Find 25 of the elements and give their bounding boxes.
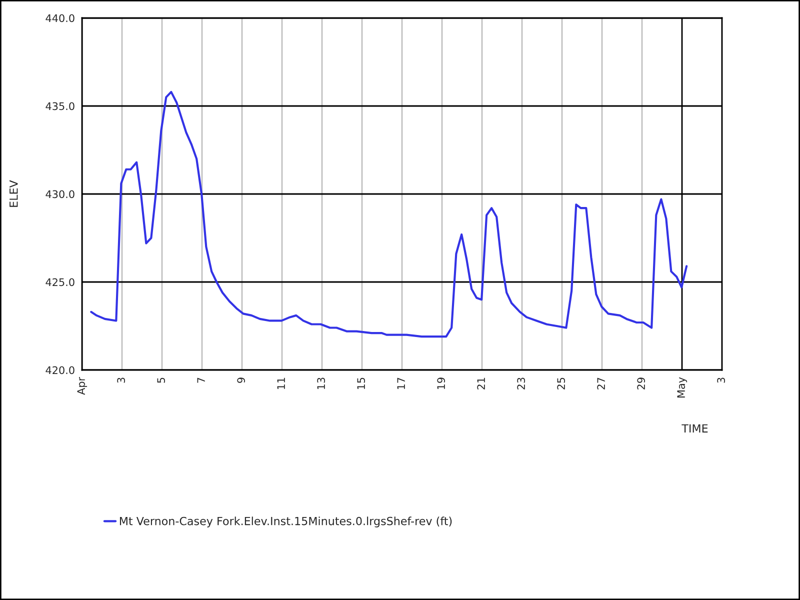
x-tick-label: 15 xyxy=(357,378,366,390)
x-tick-label: 3 xyxy=(117,378,126,383)
x-tick-label: 19 xyxy=(437,378,446,390)
x-tick-label: 11 xyxy=(277,378,285,390)
x-tick-label: May xyxy=(677,377,688,398)
x-tick-label: 9 xyxy=(237,378,246,383)
x-tick-label: 27 xyxy=(597,378,605,390)
x-axis-title: TIME xyxy=(682,424,708,432)
y-tick-label: 430.0 xyxy=(46,190,74,198)
x-tick-label: 25 xyxy=(557,378,566,390)
x-tick-label: 13 xyxy=(317,378,326,390)
x-tick-label: Apr xyxy=(77,376,88,395)
x-tick-label: 3 xyxy=(717,378,726,383)
x-tick-label: 7 xyxy=(197,378,205,383)
y-tick-label: 420.0 xyxy=(46,366,74,374)
y-tick-label: 440.0 xyxy=(46,14,74,22)
x-tick-label: 17 xyxy=(397,378,405,390)
x-tick-label: 29 xyxy=(637,378,646,390)
y-axis-title: ELEV xyxy=(10,180,18,207)
y-tick-label: 425.0 xyxy=(46,278,74,286)
x-tick-label: 23 xyxy=(517,378,526,390)
y-tick-label: 435.0 xyxy=(46,102,74,110)
x-tick-label: 21 xyxy=(477,378,485,390)
x-tick-label: 5 xyxy=(157,378,166,383)
legend-label: Mt Vernon-Casey Fork.Elev.Inst.15Minutes.0.lrgsShef-rev (ft) xyxy=(120,516,452,528)
